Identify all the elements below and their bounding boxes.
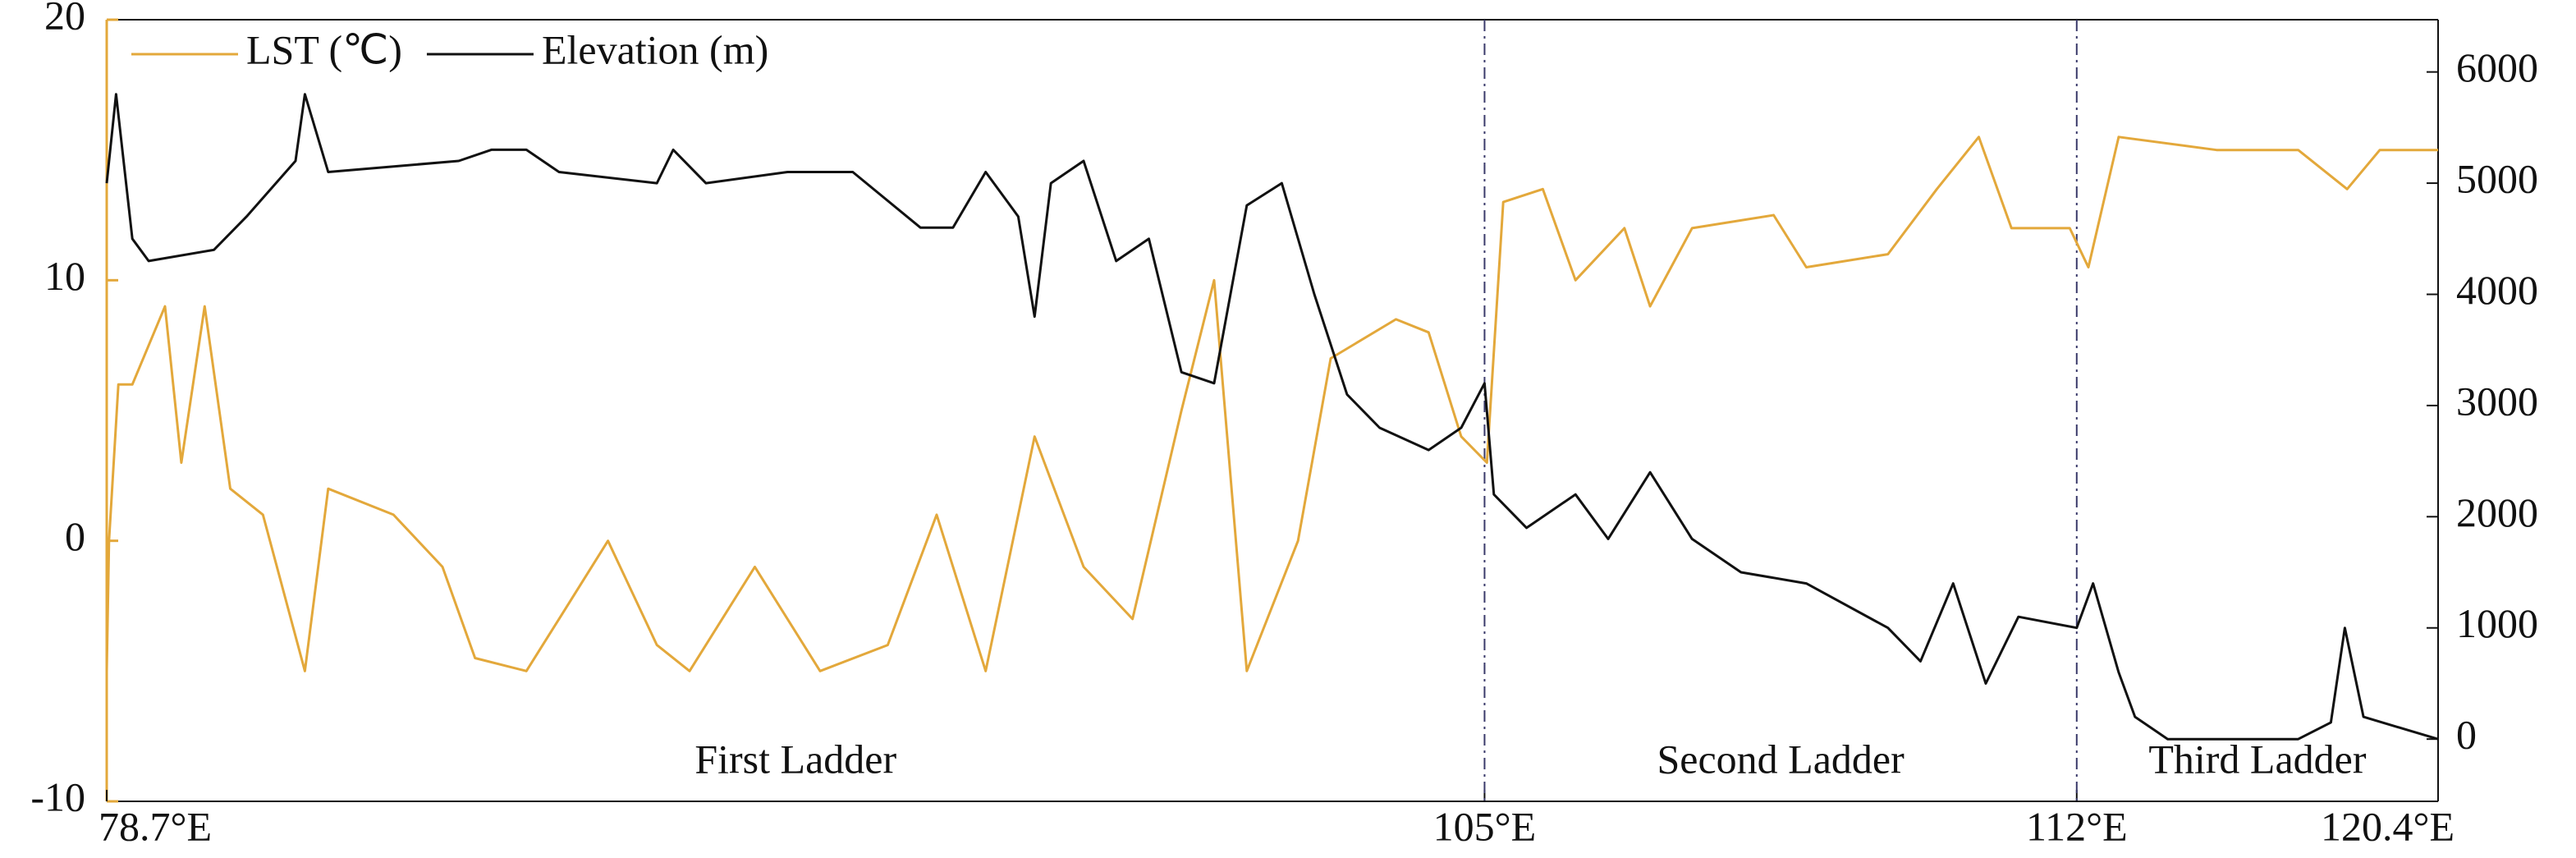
x-tick-label: 105°E (1433, 803, 1537, 849)
y2-tick-label: 1000 (2456, 600, 2538, 646)
region-label: First Ladder (694, 736, 896, 782)
y2-tick-label: 4000 (2456, 267, 2538, 313)
y2-tick-label: 0 (2456, 712, 2477, 758)
y2-tick-label: 2000 (2456, 489, 2538, 535)
y-tick-label: 10 (44, 253, 85, 299)
y2-tick-label: 6000 (2456, 44, 2538, 90)
x-tick-label: 78.7°E (99, 803, 212, 849)
legend-label: LST (℃) (246, 26, 402, 72)
series-line (105, 135, 2438, 672)
x-tick-label: 120.4°E (2321, 803, 2455, 849)
legend-label: Elevation (m) (542, 26, 768, 72)
y-tick-label: 0 (65, 513, 85, 559)
region-label: Second Ladder (1657, 736, 1904, 782)
x-tick-label: 112°E (2026, 803, 2128, 849)
series-line (105, 93, 2439, 741)
y2-tick-label: 3000 (2456, 378, 2538, 424)
y-tick-label: 20 (44, 0, 85, 38)
y-tick-label: -10 (30, 773, 85, 819)
y2-tick-label: 5000 (2456, 156, 2538, 202)
region-label: Third Ladder (2148, 736, 2367, 782)
